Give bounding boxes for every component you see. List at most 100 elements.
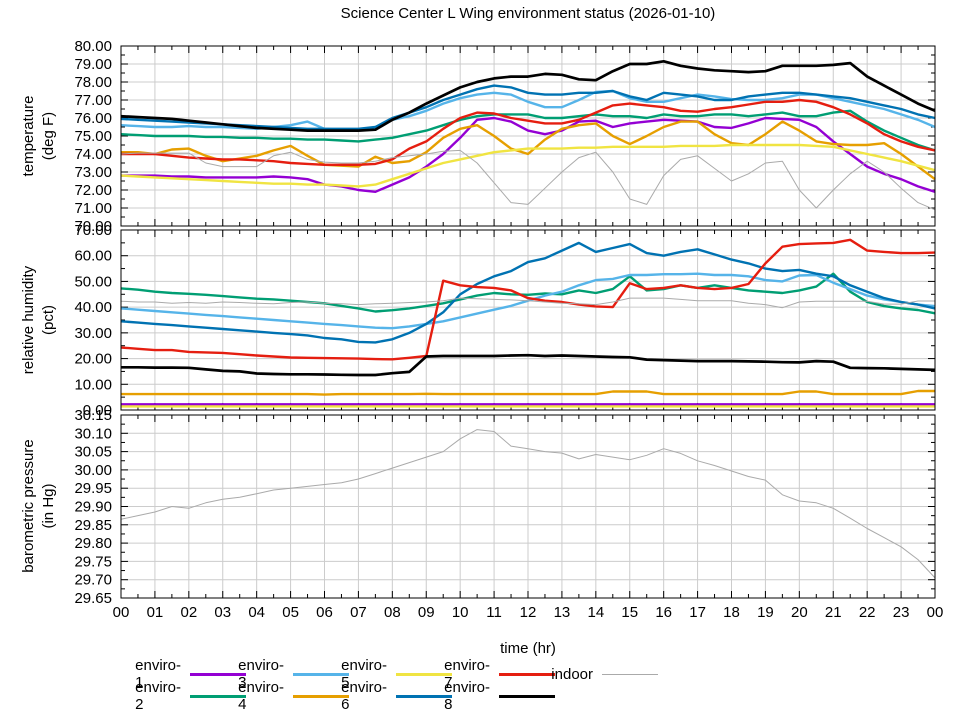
series-line-enviro-8-panel0 [120,59,936,132]
series-line-enviro-5-panel0 [120,143,936,188]
svg-text:30.05: 30.05 [74,444,112,461]
legend-line-enviro-3 [293,672,349,676]
series-line-indoor-panel0 [120,149,936,211]
svg-text:74.00: 74.00 [74,146,112,163]
legend: enviro-1 enviro-3 enviro-5 enviro-7 indoor en… [135,657,658,713]
svg-text:10.00: 10.00 [74,376,112,393]
svg-text:79.00: 79.00 [74,56,112,73]
legend-line-enviro-7 [499,672,555,676]
legend-label-enviro-5: enviro-5 [341,657,387,691]
series-line-indoor-panel2 [120,429,936,579]
series-line-indoor-panel1 [120,297,935,309]
series-line-enviro-8-panel1 [121,353,936,377]
svg-text:10: 10 [452,604,469,621]
legend-item-enviro-5: enviro-5 [341,657,452,691]
svg-text:13: 13 [554,604,571,621]
svg-text:29.80: 29.80 [74,535,112,552]
y-axis-label-pressure: barometric pressure (in Hg) [20,439,57,573]
svg-text:29.70: 29.70 [74,572,112,589]
svg-text:0.00: 0.00 [83,402,112,419]
svg-text:07: 07 [350,604,367,621]
svg-text:00: 00 [113,604,130,621]
legend-line-enviro-5 [396,672,452,676]
svg-text:29.95: 29.95 [74,480,112,497]
legend-item-enviro-1: enviro-1 [135,657,246,691]
svg-text:71.00: 71.00 [74,200,112,217]
svg-text:29.65: 29.65 [74,590,112,607]
svg-text:01: 01 [147,604,164,621]
series-line-enviro-4-panel0 [121,120,936,181]
svg-text:16: 16 [655,604,672,621]
legend-line-enviro-4 [293,694,349,698]
series-line-enviro-4-panel1 [121,389,935,396]
legend-label-enviro-6: enviro-6 [341,679,387,713]
svg-text:11: 11 [486,604,502,621]
legend-item-indoor: indoor [551,663,658,685]
svg-text:30.10: 30.10 [74,425,112,442]
series-line-enviro-2-panel1 [120,272,936,315]
svg-text:04: 04 [248,604,265,621]
legend-label-enviro-2: enviro-2 [135,679,181,713]
svg-text:70.00: 70.00 [74,222,112,239]
legend-item-enviro-2: enviro-2 [135,679,246,713]
svg-text:70.00: 70.00 [74,218,112,235]
svg-text:12: 12 [520,604,537,621]
svg-text:23: 23 [893,604,910,621]
legend-label-enviro-3: enviro-3 [238,657,284,691]
svg-text:72.00: 72.00 [74,182,112,199]
legend-line-enviro-6 [396,694,452,698]
legend-label-enviro-8: enviro-8 [444,679,490,713]
y-axis-label-humidity: relative humidity (pct) [20,265,57,375]
svg-text:76.00: 76.00 [74,110,112,127]
svg-text:40.00: 40.00 [74,299,112,316]
svg-text:30.15: 30.15 [74,407,112,424]
chart-canvas: 70.0071.0072.0073.0074.0075.0076.0077.00… [74,38,944,621]
svg-text:50.00: 50.00 [74,273,112,290]
y-axis-label-temperature: temperature (deg F) [20,95,57,177]
svg-text:19: 19 [757,604,774,621]
svg-text:73.00: 73.00 [74,164,112,181]
svg-text:21: 21 [825,604,842,621]
x-axis-label: time (hr) [500,640,556,657]
legend-line-indoor [602,673,658,675]
legend-line-enviro-2 [190,694,246,698]
legend-label-indoor: indoor [551,665,593,683]
svg-text:06: 06 [316,604,333,621]
series-line-enviro-2-panel0 [120,109,936,152]
series-line-enviro-1-panel0 [121,116,936,194]
svg-text:14: 14 [587,604,604,621]
legend-line-enviro-8 [499,694,555,698]
svg-text:17: 17 [689,604,706,621]
series-line-enviro-7-panel1 [120,238,936,361]
legend-item-enviro-6: enviro-6 [341,679,452,713]
series-line-enviro-6-panel1 [120,241,936,344]
svg-text:08: 08 [384,604,401,621]
legend-label-enviro-4: enviro-4 [238,679,284,713]
svg-text:77.00: 77.00 [74,92,112,109]
svg-text:78.00: 78.00 [74,74,112,91]
svg-text:09: 09 [418,604,435,621]
svg-text:03: 03 [214,604,231,621]
svg-text:20: 20 [791,604,808,621]
svg-text:75.00: 75.00 [74,128,112,145]
svg-text:29.90: 29.90 [74,499,112,516]
legend-item-enviro-3: enviro-3 [238,657,349,691]
svg-text:30.00: 30.00 [74,462,112,479]
svg-text:29.75: 29.75 [74,553,112,570]
svg-text:80.00: 80.00 [74,38,112,55]
legend-item-enviro-8: enviro-8 [444,679,555,713]
legend-label-enviro-1: enviro-1 [135,657,181,691]
svg-text:22: 22 [859,604,876,621]
svg-text:60.00: 60.00 [74,248,112,265]
svg-text:00: 00 [927,604,944,621]
legend-item-enviro-7: enviro-7 [444,657,555,691]
series-line-enviro-7-panel0 [121,98,936,167]
legend-item-enviro-4: enviro-4 [238,679,349,713]
svg-text:02: 02 [180,604,197,621]
svg-text:20.00: 20.00 [74,351,112,368]
legend-label-enviro-7: enviro-7 [444,657,490,691]
series-line-enviro-6-panel0 [120,84,936,131]
chart-title: Science Center L Wing environment status… [340,5,716,22]
svg-text:29.85: 29.85 [74,517,112,534]
